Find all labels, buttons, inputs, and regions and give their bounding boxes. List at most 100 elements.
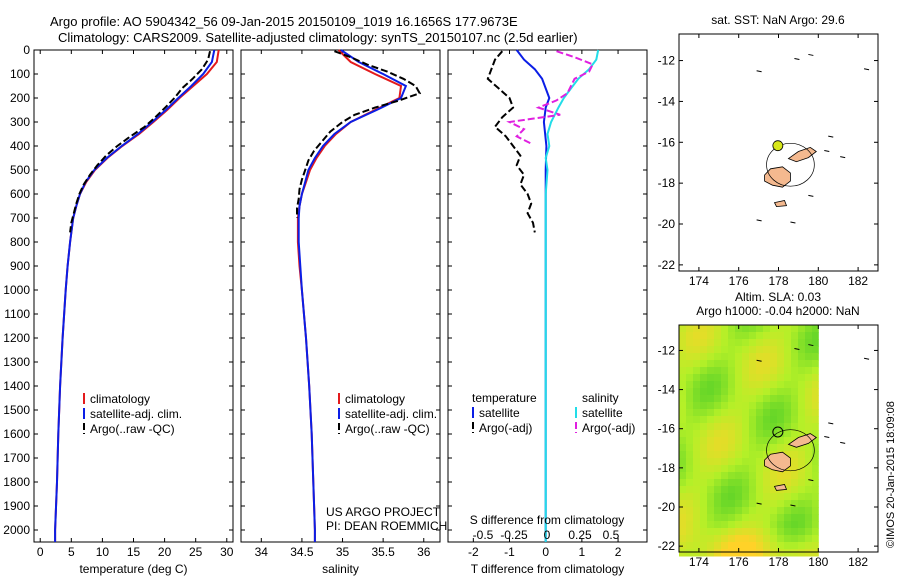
sla-heatmap-cell bbox=[742, 472, 750, 480]
sla-heatmap-cell bbox=[791, 430, 799, 438]
sla-heatmap-cell bbox=[805, 507, 813, 515]
sla-heatmap-cell bbox=[791, 507, 799, 515]
sla-heatmap-cell bbox=[798, 423, 806, 431]
sla-heatmap-cell bbox=[784, 430, 792, 438]
sla-heatmap-cell bbox=[707, 437, 715, 445]
sla-heatmap-cell bbox=[728, 472, 736, 480]
sla-heatmap-cell bbox=[679, 493, 687, 501]
sla-heatmap-cell bbox=[700, 542, 708, 550]
legend-label: satellite bbox=[479, 406, 520, 420]
sla-heatmap-cell bbox=[777, 325, 785, 333]
sla-heatmap-cell bbox=[798, 514, 806, 522]
sla-heatmap-cell bbox=[798, 381, 806, 389]
sla-heatmap-cell bbox=[756, 325, 764, 333]
sla-heatmap-cell bbox=[784, 542, 792, 550]
sla-heatmap-cell bbox=[763, 500, 771, 508]
sla-heatmap-cell bbox=[742, 479, 750, 487]
y-tick-label: 1900 bbox=[3, 499, 30, 513]
sla-heatmap-cell bbox=[791, 549, 799, 557]
sla-heatmap-cell bbox=[749, 465, 757, 473]
sla-heatmap-cell bbox=[686, 360, 694, 368]
sla-heatmap-cell bbox=[721, 437, 729, 445]
sla-heatmap-cell bbox=[693, 388, 701, 396]
sla-heatmap-cell bbox=[714, 388, 722, 396]
x-tick-label: 2 bbox=[615, 545, 622, 559]
sla-heatmap-cell bbox=[693, 500, 701, 508]
sla-heatmap-cell bbox=[777, 549, 785, 557]
sla-heatmap-cell bbox=[791, 486, 799, 494]
sla-heatmap-cell bbox=[693, 542, 701, 550]
sla-heatmap-cell bbox=[721, 423, 729, 431]
sla-heatmap-cell bbox=[805, 339, 813, 347]
reef-outline bbox=[756, 502, 762, 505]
sla-heatmap-cell bbox=[693, 479, 701, 487]
sla-heatmap-cell bbox=[812, 486, 819, 494]
sla-heatmap-cell bbox=[700, 528, 708, 536]
sla-heatmap-cell bbox=[714, 465, 722, 473]
sla-heatmap-cell bbox=[805, 374, 813, 382]
sla-heatmap-cell bbox=[798, 528, 806, 536]
sla-heatmap-cell bbox=[721, 521, 729, 529]
y-tick-label: 2000 bbox=[3, 523, 30, 537]
reef-outline bbox=[790, 504, 796, 507]
sla-heatmap-cell bbox=[805, 444, 813, 452]
sla-heatmap-cell bbox=[756, 360, 764, 368]
sla-heatmap-cell bbox=[700, 339, 708, 347]
y-tick-label: 100 bbox=[10, 67, 30, 81]
sla-heatmap-cell bbox=[798, 325, 806, 333]
sla-heatmap-cell bbox=[784, 395, 792, 403]
sla-heatmap-cell bbox=[721, 360, 729, 368]
island-0 bbox=[764, 451, 791, 473]
reef-outline bbox=[756, 359, 762, 362]
sla-heatmap-cell bbox=[777, 353, 785, 361]
sla-heatmap-cell bbox=[679, 360, 687, 368]
sla-heatmap-cell bbox=[742, 332, 750, 340]
sla-heatmap-cell bbox=[777, 535, 785, 543]
sla-heatmap-cell bbox=[728, 500, 736, 508]
y-tick-label: 1200 bbox=[3, 331, 30, 345]
sla-heatmap-cell bbox=[749, 528, 757, 536]
sla-heatmap-cell bbox=[805, 353, 813, 361]
sla-heatmap-cell bbox=[770, 500, 778, 508]
x-tick-label: 1 bbox=[579, 545, 586, 559]
sla-heatmap-cell bbox=[770, 479, 778, 487]
sla-heatmap-cell bbox=[721, 479, 729, 487]
sla-heatmap-cell bbox=[791, 395, 799, 403]
reef-outline bbox=[863, 68, 870, 71]
sla-heatmap-cell bbox=[742, 367, 750, 375]
sla-heatmap-cell bbox=[749, 535, 757, 543]
sla-heatmap-cell bbox=[805, 549, 813, 557]
sla-heatmap-cell bbox=[791, 451, 799, 459]
sla-heatmap-cell bbox=[693, 521, 701, 529]
sla-heatmap-cell bbox=[756, 465, 764, 473]
sla-heatmap-cell bbox=[707, 367, 715, 375]
secondary-x-tick-label: 0.5 bbox=[603, 528, 620, 542]
sla-heatmap-cell bbox=[770, 549, 778, 557]
sla-heatmap-cell bbox=[784, 388, 792, 396]
x-axis-label: salinity bbox=[322, 562, 359, 576]
sla-heatmap-cell bbox=[749, 507, 757, 515]
sla-heatmap-cell bbox=[735, 416, 743, 424]
sla-heatmap-cell bbox=[749, 430, 757, 438]
sla-heatmap-cell bbox=[707, 451, 715, 459]
sla-heatmap-cell bbox=[812, 437, 819, 445]
sla-heatmap-cell bbox=[756, 346, 764, 354]
sla-heatmap-cell bbox=[707, 416, 715, 424]
sla-heatmap-cell bbox=[770, 346, 778, 354]
sla-heatmap-cell bbox=[707, 360, 715, 368]
sla-heatmap-cell bbox=[770, 325, 778, 333]
sla-heatmap-cell bbox=[714, 409, 722, 417]
sla-heatmap-cell bbox=[693, 486, 701, 494]
sla-heatmap-cell bbox=[735, 353, 743, 361]
sla-heatmap-cell bbox=[798, 451, 806, 459]
sla-heatmap-cell bbox=[798, 486, 806, 494]
sla-heatmap-cell bbox=[791, 528, 799, 536]
sla-heatmap-cell bbox=[693, 360, 701, 368]
sla-heatmap-cell bbox=[700, 381, 708, 389]
sla-heatmap-cell bbox=[763, 332, 771, 340]
sla-heatmap-cell bbox=[714, 430, 722, 438]
sla-heatmap-cell bbox=[749, 395, 757, 403]
sla-heatmap-cell bbox=[728, 409, 736, 417]
sla-heatmap-cell bbox=[763, 549, 771, 557]
sla-heatmap-cell bbox=[742, 402, 750, 410]
